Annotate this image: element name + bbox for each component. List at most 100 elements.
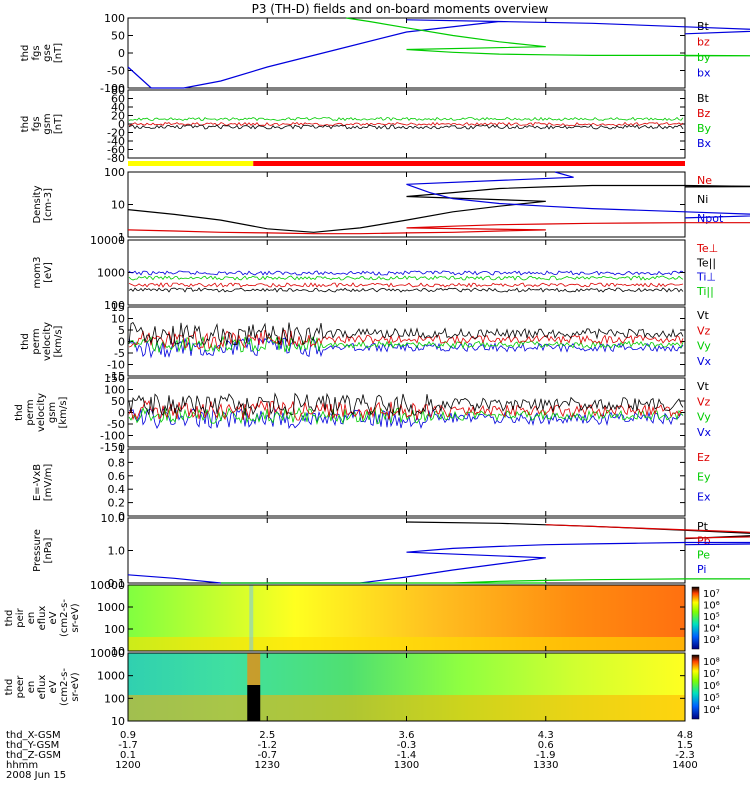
y-tick-label: 10000 [90, 579, 125, 592]
legend-ti⊥: Ti⊥ [696, 271, 716, 284]
y-tick-label: 1000 [97, 670, 125, 683]
series-pi [128, 543, 750, 584]
y-tick-label: 10000 [90, 234, 125, 247]
y-axis-label: eV [48, 680, 59, 693]
y-axis-label: Pressure [32, 529, 43, 572]
legend-by: By [697, 122, 712, 135]
y-tick-label: -80 [107, 152, 125, 165]
y-tick-label: 10 [111, 199, 125, 212]
y-axis-label: velocity [42, 322, 53, 361]
y-axis-label: thd [4, 679, 15, 696]
y-axis-label: thd [20, 116, 31, 133]
series-ni [128, 186, 750, 233]
legend-bx: Bx [697, 137, 712, 150]
series-by [346, 18, 750, 56]
panel-frame [128, 449, 685, 516]
legend-te||: Te|| [696, 256, 716, 269]
colorbar-tick-label: 10⁴ [703, 705, 720, 716]
y-tick-label: 10 [111, 715, 125, 728]
y-axis-label: thd [4, 610, 15, 627]
y-axis-label: thd [20, 45, 31, 62]
footer-value: 1400 [672, 760, 697, 771]
colorbar-tick-label: 10³ [703, 635, 720, 646]
colorbar-tick-label: 10⁵ [703, 612, 720, 623]
footer-value: 1230 [255, 760, 280, 771]
y-axis-label: gsm [42, 113, 53, 134]
y-axis-label: en [26, 612, 37, 625]
legend-vy: Vy [697, 340, 711, 353]
legend-ey: Ey [697, 471, 711, 484]
legend-bt: Bt [697, 92, 710, 105]
heatmap-datagap [247, 685, 260, 721]
series-pb [546, 525, 750, 538]
y-axis-label: E=-VxB [32, 464, 43, 501]
y-axis-label: Density [32, 185, 43, 223]
legend-te⊥: Te⊥ [696, 242, 718, 255]
heatmap-gap-top [247, 653, 260, 685]
legend-bz: bz [697, 36, 710, 49]
footer-value: 1330 [533, 760, 558, 771]
colorbar-tick-label: 10⁷ [703, 669, 720, 680]
mode-bar-slow [128, 161, 253, 166]
y-tick-label: 0.6 [108, 470, 126, 483]
y-axis-label: peer [15, 675, 26, 699]
legend-pe: Pe [697, 549, 710, 562]
mode-bar-fast [253, 161, 685, 166]
y-axis-label: [nPa] [43, 537, 54, 563]
y-axis-label: perm [25, 399, 36, 425]
y-axis-label: velocity [36, 393, 47, 432]
noisy-trace [129, 118, 683, 121]
page-title: P3 (TH-D) fields and on-board moments ov… [252, 2, 549, 16]
legend-bx: bx [697, 67, 711, 80]
noisy-trace [129, 283, 683, 287]
y-axis-label: thd [20, 333, 31, 350]
y-axis-label: sr-eV) [70, 603, 81, 632]
legend-bt: Bt [697, 20, 710, 33]
legend-bz: Bz [697, 107, 711, 120]
panel-frame [128, 378, 685, 447]
y-axis-label: fgs [31, 45, 42, 60]
y-axis-label: [km/s] [58, 396, 69, 428]
series-bx [128, 20, 750, 88]
y-axis-label: en [26, 681, 37, 694]
y-tick-label: 1000 [97, 267, 125, 280]
y-tick-label: 0.2 [108, 497, 126, 510]
y-axis-label: (cm2-s- [59, 668, 70, 706]
legend-pb: Pb [697, 534, 711, 547]
legend-vx: Vx [697, 355, 712, 368]
colorbar-tick-label: 10⁶ [703, 601, 720, 612]
y-tick-label: 100 [104, 12, 125, 25]
y-tick-label: 1000 [97, 601, 125, 614]
y-tick-label: 0.4 [108, 483, 126, 496]
y-axis-label: sr-eV) [70, 672, 81, 701]
y-tick-label: 0.8 [108, 456, 126, 469]
y-axis-label: [eV] [43, 262, 54, 283]
colorbar-tick-label: 10⁷ [703, 589, 720, 600]
y-axis-label: perm [31, 328, 42, 354]
y-tick-label: 10000 [90, 647, 125, 660]
y-axis-label: thd [14, 404, 25, 421]
y-axis-label: [mV/m] [43, 464, 54, 502]
legend-vx: Vx [697, 426, 712, 439]
colorbar-tick-label: 10⁴ [703, 624, 720, 635]
y-tick-label: 1.0 [108, 545, 126, 558]
y-axis-label: peir [15, 607, 26, 627]
y-axis-label: fgs [31, 116, 42, 131]
colorbar [692, 587, 699, 649]
legend-vy: Vy [697, 411, 711, 424]
y-axis-label: [nT] [53, 43, 64, 63]
y-tick-label: 10.0 [101, 512, 126, 525]
series-pe [221, 579, 750, 583]
panel-frame [128, 518, 685, 583]
panel-frame [128, 172, 685, 237]
footer-label-4: 2008 Jun 15 [6, 770, 66, 781]
panel-frame [128, 18, 685, 88]
y-axis-label: eV [48, 611, 59, 624]
y-tick-label: 0 [118, 47, 125, 60]
